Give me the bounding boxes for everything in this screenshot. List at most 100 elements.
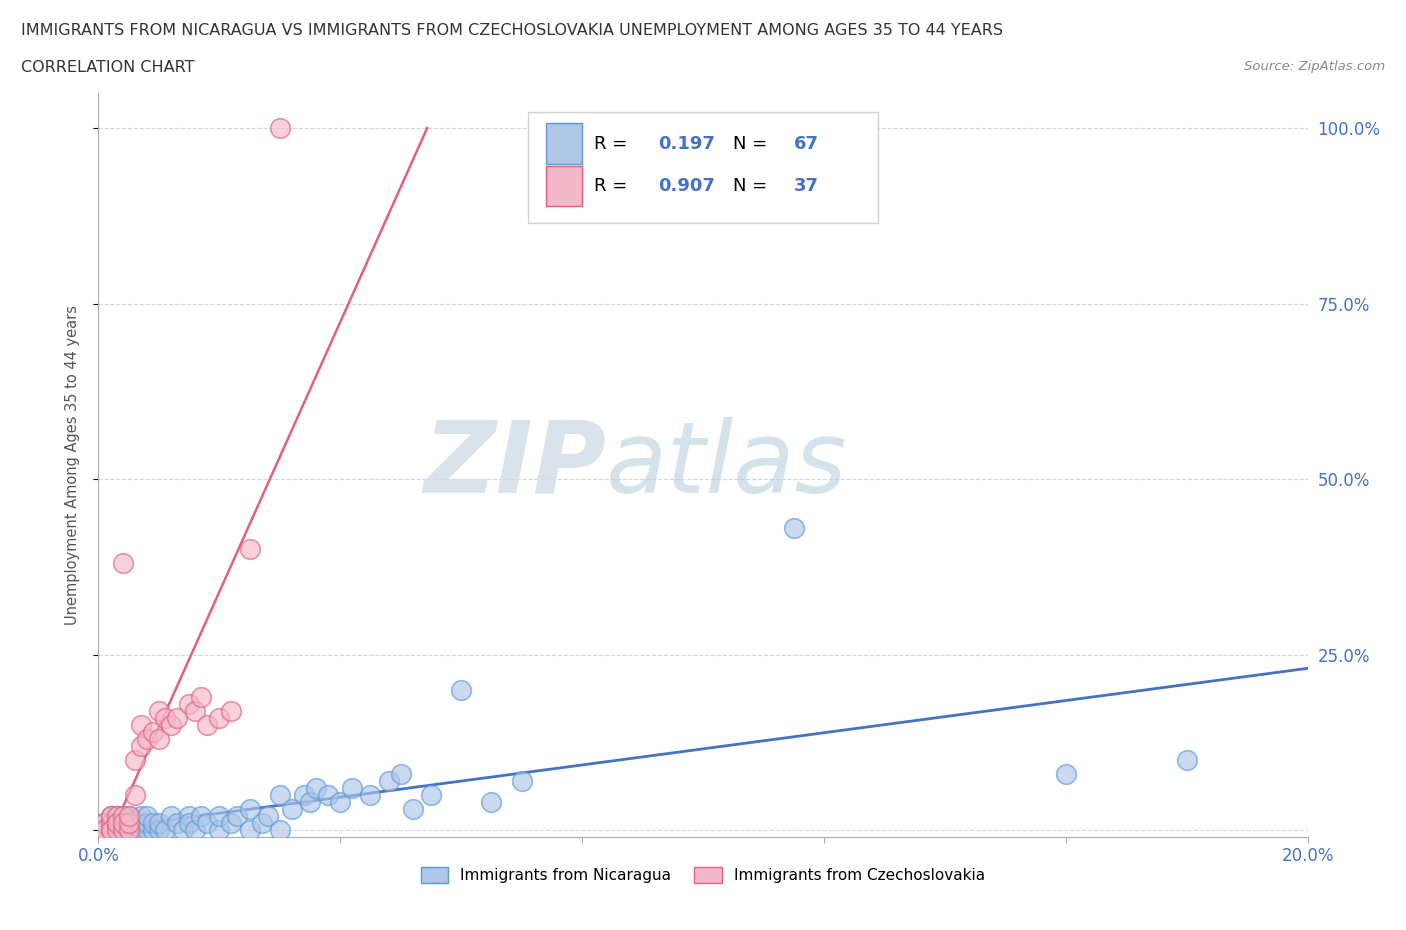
- Point: [299, 794, 322, 809]
- Text: IMMIGRANTS FROM NICARAGUA VS IMMIGRANTS FROM CZECHOSLOVAKIA UNEMPLOYMENT AMONG A: IMMIGRANTS FROM NICARAGUA VS IMMIGRANTS …: [21, 23, 1002, 38]
- Point: [142, 816, 165, 830]
- Point: [111, 556, 134, 571]
- Point: [190, 689, 212, 704]
- Point: [269, 121, 291, 136]
- Point: [105, 816, 128, 830]
- Point: [142, 724, 165, 739]
- Text: ZIP: ZIP: [423, 417, 606, 513]
- Point: [184, 703, 207, 718]
- Text: N =: N =: [734, 135, 773, 153]
- Point: [184, 822, 207, 837]
- Point: [195, 816, 218, 830]
- Point: [105, 816, 128, 830]
- Point: [118, 808, 141, 823]
- Point: [305, 780, 328, 795]
- Point: [377, 774, 399, 789]
- Point: [160, 717, 183, 732]
- Point: [129, 822, 152, 837]
- Text: CORRELATION CHART: CORRELATION CHART: [21, 60, 194, 75]
- Point: [160, 808, 183, 823]
- Point: [510, 774, 533, 789]
- Point: [118, 816, 141, 830]
- Point: [1175, 752, 1198, 767]
- Point: [360, 788, 382, 803]
- Point: [129, 816, 152, 830]
- Point: [148, 822, 170, 837]
- Point: [93, 822, 115, 837]
- Point: [111, 808, 134, 823]
- Point: [329, 794, 352, 809]
- Point: [93, 822, 115, 837]
- Point: [148, 703, 170, 718]
- Point: [172, 822, 194, 837]
- Point: [118, 816, 141, 830]
- Text: 0.197: 0.197: [658, 135, 716, 153]
- Point: [221, 816, 243, 830]
- Point: [179, 697, 201, 711]
- Point: [450, 683, 472, 698]
- Point: [256, 808, 278, 823]
- Text: N =: N =: [734, 177, 773, 195]
- Point: [105, 808, 128, 823]
- Point: [100, 822, 122, 837]
- Point: [111, 808, 134, 823]
- Point: [100, 816, 122, 830]
- Point: [124, 752, 146, 767]
- FancyBboxPatch shape: [546, 123, 582, 164]
- Point: [239, 542, 262, 557]
- Point: [135, 816, 157, 830]
- Point: [269, 822, 291, 837]
- Point: [111, 822, 134, 837]
- Point: [342, 780, 364, 795]
- Point: [93, 822, 115, 837]
- Point: [239, 822, 262, 837]
- Point: [100, 822, 122, 837]
- FancyBboxPatch shape: [527, 112, 879, 223]
- Point: [281, 802, 304, 817]
- Point: [135, 808, 157, 823]
- Point: [129, 738, 152, 753]
- Point: [105, 822, 128, 837]
- Text: 0.907: 0.907: [658, 177, 716, 195]
- Text: 67: 67: [793, 135, 818, 153]
- FancyBboxPatch shape: [546, 166, 582, 206]
- Point: [179, 816, 201, 830]
- Point: [105, 816, 128, 830]
- Point: [221, 703, 243, 718]
- Point: [269, 788, 291, 803]
- Point: [208, 808, 231, 823]
- Point: [93, 816, 115, 830]
- Legend: Immigrants from Nicaragua, Immigrants from Czechoslovakia: Immigrants from Nicaragua, Immigrants fr…: [415, 861, 991, 889]
- Point: [190, 808, 212, 823]
- Point: [292, 788, 315, 803]
- Point: [111, 822, 134, 837]
- Point: [481, 794, 503, 809]
- Point: [118, 822, 141, 837]
- Point: [129, 717, 152, 732]
- Point: [783, 521, 806, 536]
- Point: [389, 766, 412, 781]
- Point: [1054, 766, 1077, 781]
- Point: [93, 816, 115, 830]
- Text: R =: R =: [595, 177, 633, 195]
- Point: [250, 816, 273, 830]
- Point: [118, 822, 141, 837]
- Point: [124, 788, 146, 803]
- Point: [129, 808, 152, 823]
- Point: [111, 816, 134, 830]
- Point: [420, 788, 443, 803]
- Point: [226, 808, 249, 823]
- Point: [142, 822, 165, 837]
- Point: [166, 711, 188, 725]
- Point: [100, 808, 122, 823]
- Point: [135, 731, 157, 746]
- Y-axis label: Unemployment Among Ages 35 to 44 years: Unemployment Among Ages 35 to 44 years: [65, 305, 80, 625]
- Point: [105, 822, 128, 837]
- Point: [195, 717, 218, 732]
- Point: [166, 816, 188, 830]
- Text: 37: 37: [793, 177, 818, 195]
- Point: [100, 822, 122, 837]
- Point: [239, 802, 262, 817]
- Point: [153, 822, 176, 837]
- Text: Source: ZipAtlas.com: Source: ZipAtlas.com: [1244, 60, 1385, 73]
